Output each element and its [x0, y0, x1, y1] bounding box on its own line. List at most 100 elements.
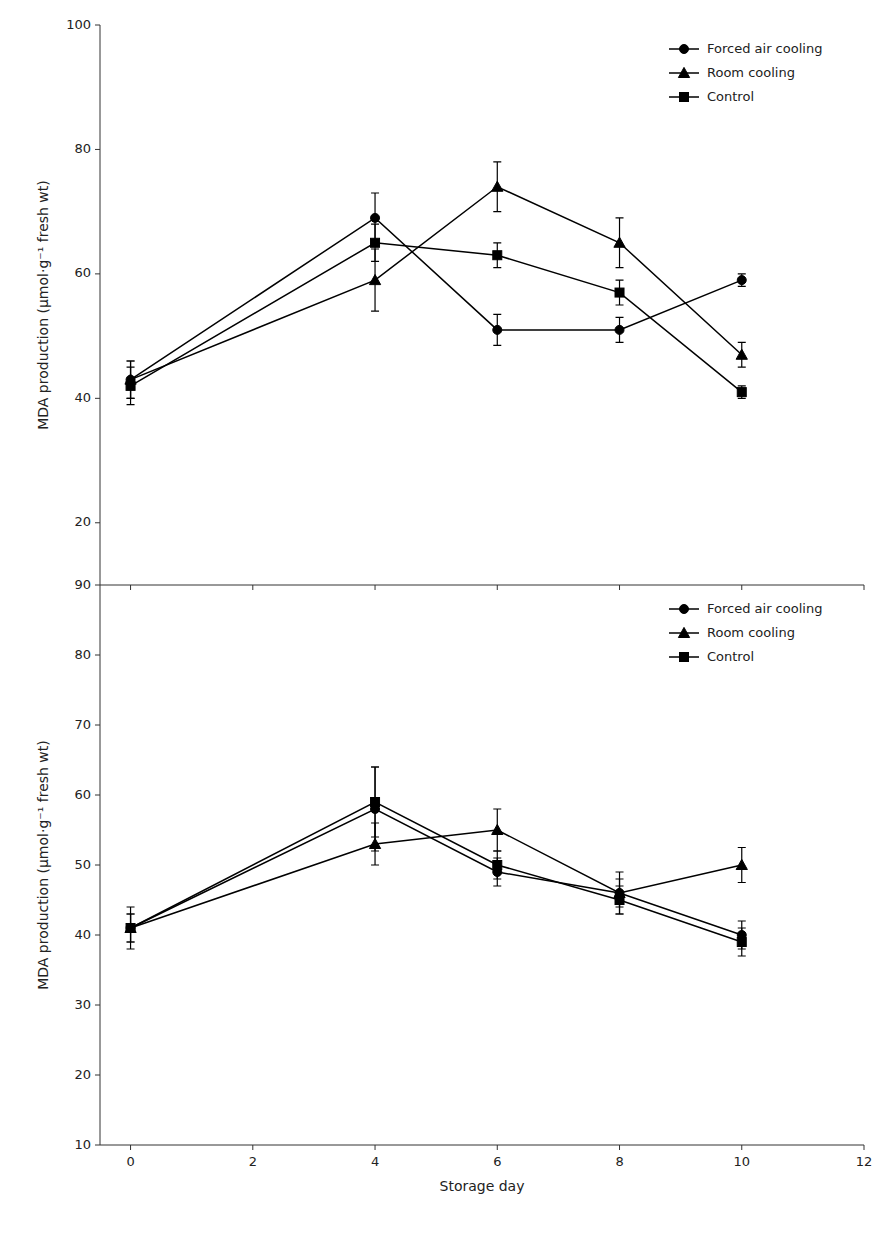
y-tick	[95, 1075, 100, 1076]
series	[125, 162, 747, 398]
marker	[369, 838, 380, 848]
x-tick	[864, 1145, 865, 1150]
y-tick-label: 80	[74, 141, 91, 156]
legend-label: Control	[707, 649, 754, 664]
plot-area	[125, 162, 747, 405]
legend: Forced air cooling Room cooling Control	[669, 601, 822, 664]
error-bar	[127, 367, 135, 404]
y-axis-label: MDA production (μmol·g⁻¹ fresh wt)	[35, 180, 51, 430]
y-axis	[100, 25, 101, 585]
x-tick	[130, 585, 131, 590]
marker	[736, 349, 747, 359]
legend-label: Room cooling	[707, 65, 795, 80]
marker	[492, 181, 503, 191]
x-tick	[741, 1145, 742, 1150]
marker	[371, 798, 380, 807]
y-tick-label: 40	[74, 390, 91, 405]
series-line	[131, 802, 742, 942]
error-bar	[738, 274, 746, 286]
marker	[126, 381, 135, 390]
x-tick	[375, 1145, 376, 1150]
marker	[493, 251, 502, 260]
panel: 20406080100MDA production (μmol·g⁻¹ fres…	[35, 17, 864, 591]
y-tick-label: 20	[74, 514, 91, 529]
x-tick-label: 10	[733, 1154, 750, 1169]
marker	[615, 288, 624, 297]
marker	[492, 824, 503, 834]
y-tick	[95, 273, 100, 274]
series-line	[131, 187, 742, 380]
series	[126, 767, 746, 949]
marker	[614, 237, 625, 247]
y-tick-label: 50	[74, 857, 91, 872]
y-tick-label: 60	[74, 787, 91, 802]
chart: 20406080100MDA production (μmol·g⁻¹ fres…	[0, 0, 889, 1236]
error-bar	[738, 928, 746, 956]
error-bar	[493, 314, 501, 345]
legend: Forced air cooling Room cooling Control	[669, 41, 822, 104]
marker	[493, 325, 502, 334]
x-axis	[100, 585, 864, 586]
x-tick	[375, 585, 376, 590]
marker	[736, 859, 747, 869]
series-line	[131, 218, 742, 380]
x-tick-label: 0	[126, 1154, 134, 1169]
marker	[615, 325, 624, 334]
x-axis	[100, 1145, 864, 1146]
marker	[371, 213, 380, 222]
marker	[369, 274, 380, 284]
legend-label: Control	[707, 89, 754, 104]
panel: 102030405060708090024681012MDA productio…	[35, 577, 872, 1195]
y-tick-label: 10	[74, 1137, 91, 1152]
y-tick-label: 100	[66, 17, 91, 32]
y-tick-label: 90	[74, 577, 91, 592]
x-tick-label: 4	[371, 1154, 379, 1169]
x-tick	[864, 585, 865, 590]
x-tick-label: 6	[493, 1154, 501, 1169]
legend-marker	[680, 93, 689, 102]
x-tick	[497, 585, 498, 590]
legend-marker	[680, 605, 689, 614]
marker	[126, 924, 135, 933]
series	[126, 224, 746, 404]
y-tick	[95, 865, 100, 866]
series	[125, 809, 747, 942]
legend-label: Forced air cooling	[707, 601, 822, 616]
y-tick-label: 30	[74, 997, 91, 1012]
y-tick	[95, 398, 100, 399]
y-tick	[95, 725, 100, 726]
marker	[737, 388, 746, 397]
error-bar	[738, 386, 746, 398]
x-axis-label: Storage day	[440, 1178, 525, 1194]
marker	[126, 924, 135, 933]
marker	[125, 922, 136, 932]
x-tick	[619, 585, 620, 590]
error-bar	[371, 224, 379, 261]
y-tick	[95, 655, 100, 656]
x-tick	[252, 1145, 253, 1150]
x-tick	[130, 1145, 131, 1150]
y-tick-label: 20	[74, 1067, 91, 1082]
legend-label: Room cooling	[707, 625, 795, 640]
y-tick	[95, 522, 100, 523]
y-tick-label: 70	[74, 717, 91, 732]
marker	[493, 861, 502, 870]
marker	[737, 276, 746, 285]
y-tick	[95, 585, 100, 586]
y-tick	[95, 1145, 100, 1146]
legend-marker	[678, 627, 689, 637]
legend-marker	[680, 45, 689, 54]
y-tick-label: 80	[74, 647, 91, 662]
error-bar	[616, 280, 624, 305]
y-tick	[95, 795, 100, 796]
x-tick-label: 12	[856, 1154, 873, 1169]
y-axis-label: MDA production (μmol·g⁻¹ fresh wt)	[35, 740, 51, 990]
y-tick-label: 40	[74, 927, 91, 942]
legend-label: Forced air cooling	[707, 41, 822, 56]
error-bar	[493, 851, 501, 879]
y-tick	[95, 935, 100, 936]
error-bar	[493, 243, 501, 268]
series-line	[131, 809, 742, 935]
x-tick-label: 2	[249, 1154, 257, 1169]
series	[126, 767, 746, 956]
